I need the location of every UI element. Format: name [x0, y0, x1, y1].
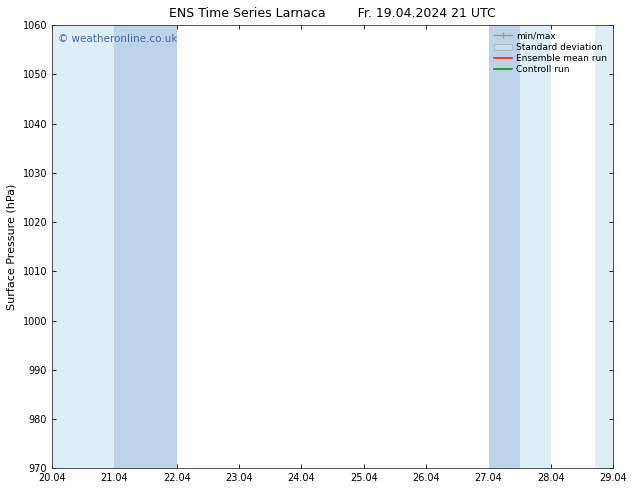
Title: ENS Time Series Larnaca        Fr. 19.04.2024 21 UTC: ENS Time Series Larnaca Fr. 19.04.2024 2… [169, 7, 496, 20]
Y-axis label: Surface Pressure (hPa): Surface Pressure (hPa) [7, 184, 17, 310]
Bar [489, 25, 551, 468]
Legend: min/max, Standard deviation, Ensemble mean run, Controll run: min/max, Standard deviation, Ensemble me… [491, 28, 611, 78]
Bar [595, 25, 613, 468]
Bar [114, 25, 177, 468]
Text: © weatheronline.co.uk: © weatheronline.co.uk [58, 34, 177, 44]
Bar [52, 25, 177, 468]
Bar [489, 25, 520, 468]
